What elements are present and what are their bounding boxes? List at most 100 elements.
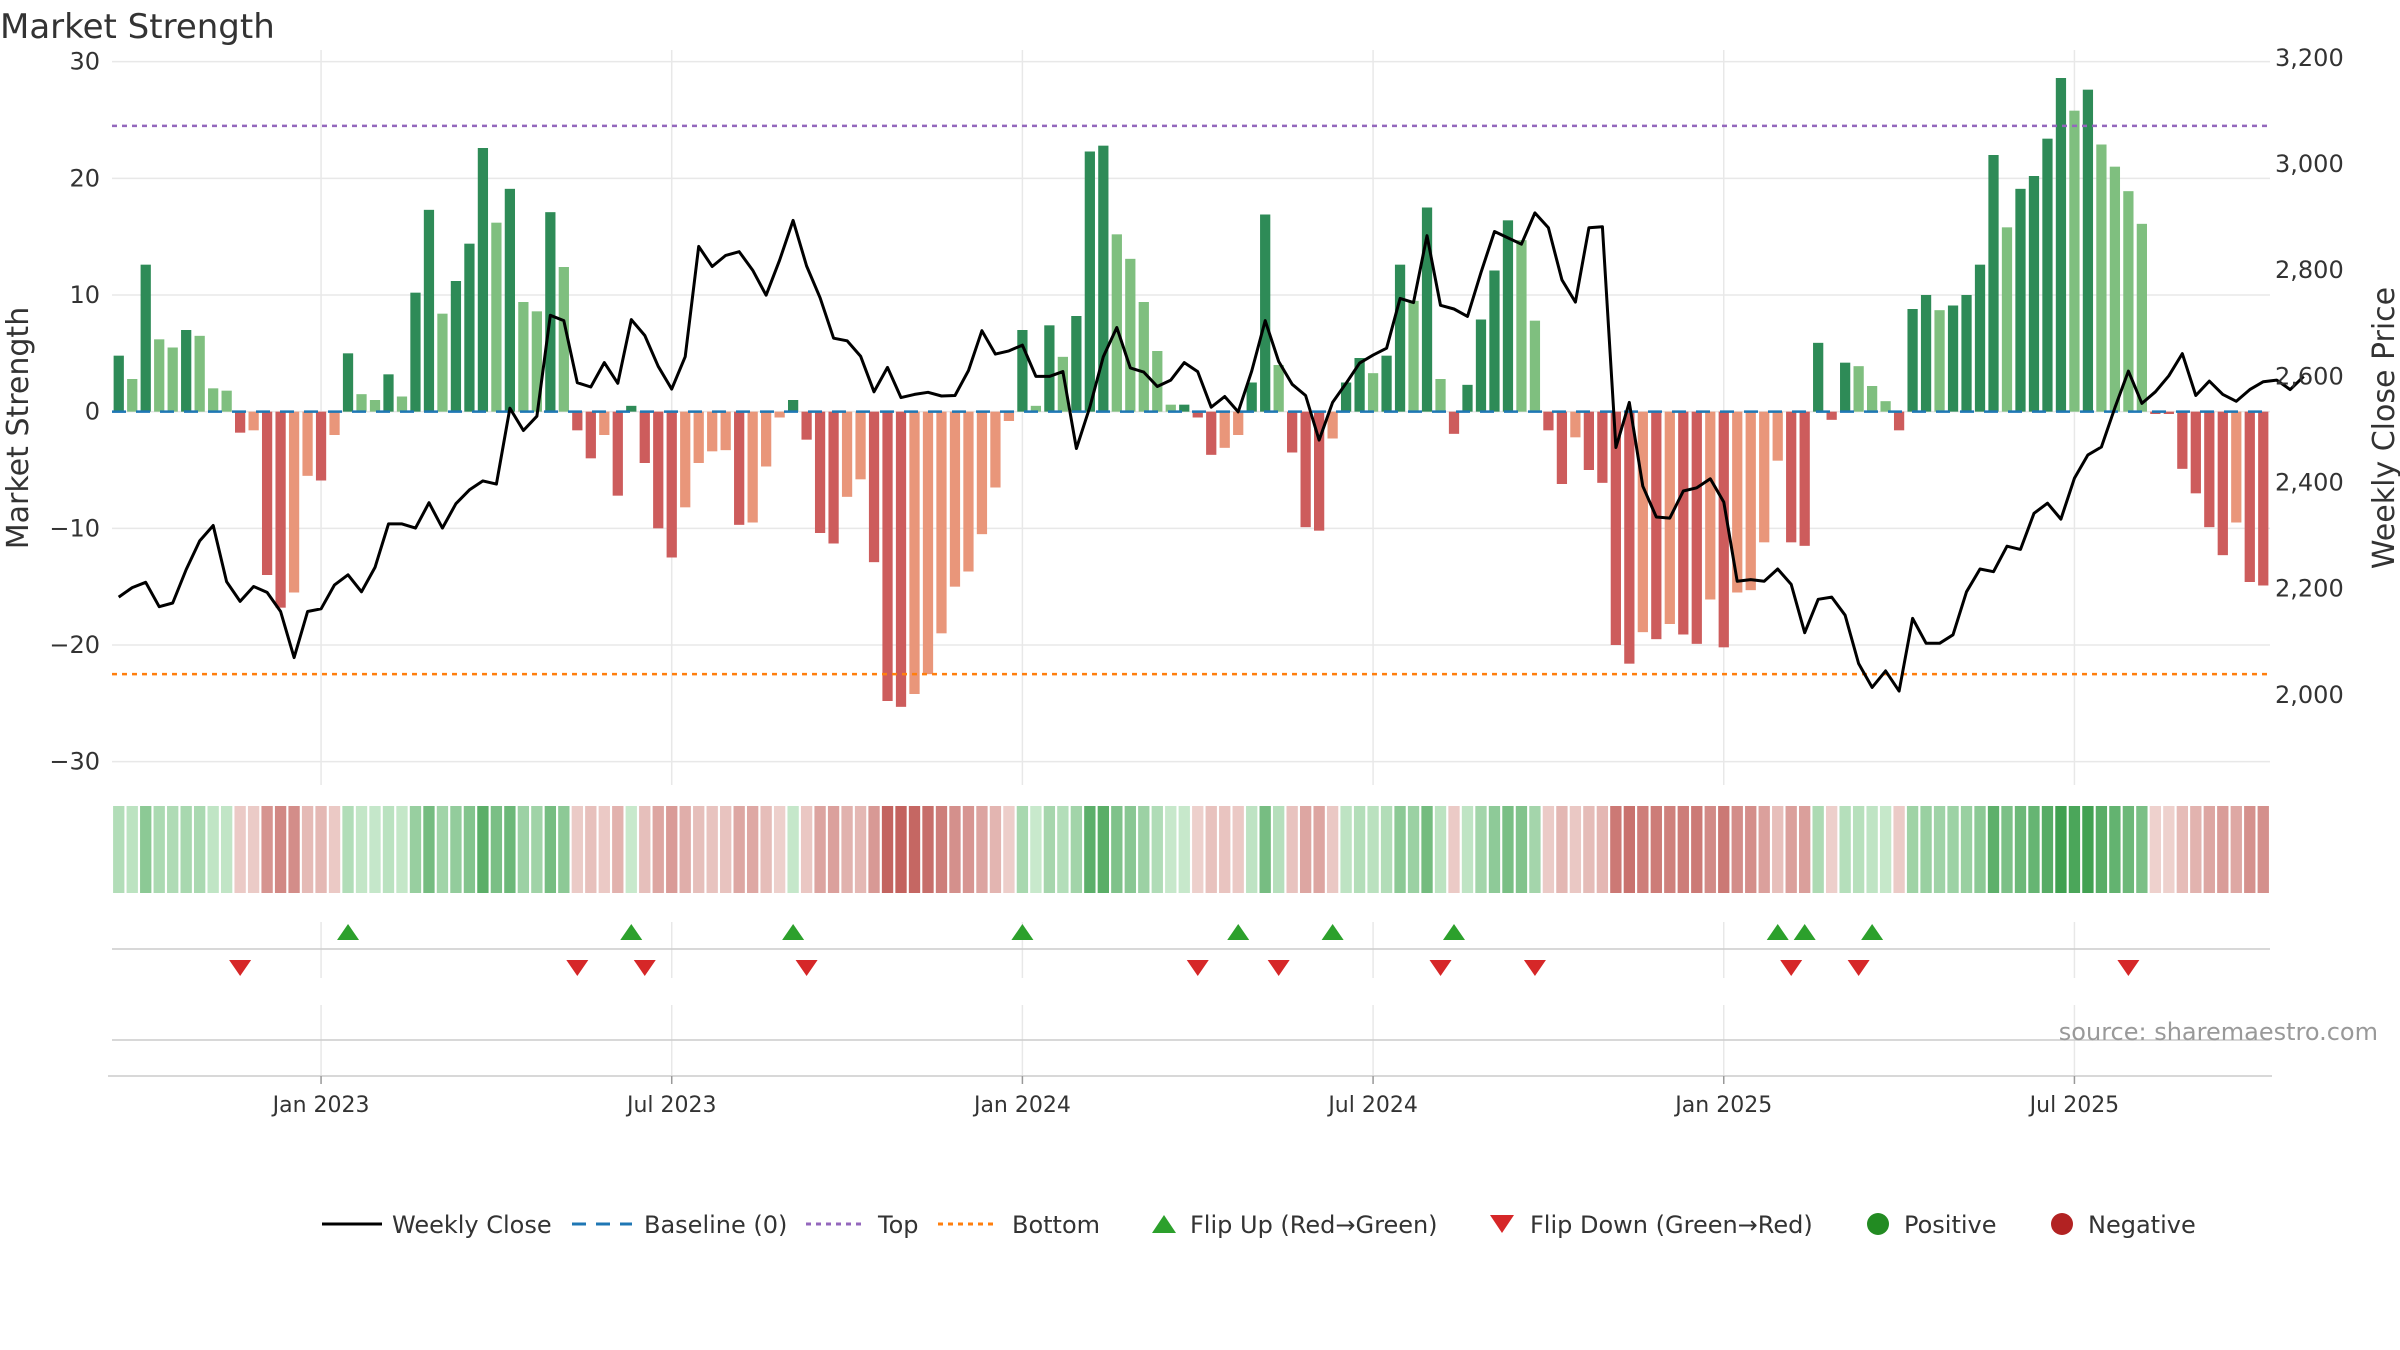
strength-bar (1813, 342, 1824, 412)
strength-bar (1502, 220, 1514, 412)
heat-cell (301, 806, 314, 893)
heat-cell (746, 806, 759, 893)
strength-bar (491, 222, 502, 412)
strength-bar (1799, 411, 1810, 546)
heat-cell (220, 806, 233, 893)
flip-up-marker (337, 924, 360, 940)
strength-bar (181, 330, 192, 412)
strength-bar (814, 411, 826, 533)
flip-down-marker (1847, 960, 1870, 976)
legend-swatch-positive (1867, 1213, 1889, 1235)
heat-cell (167, 806, 179, 893)
strength-bar (1354, 358, 1365, 412)
heat-cell (1367, 806, 1379, 893)
heat-cell (1286, 806, 1298, 893)
flip-up-marker (1227, 924, 1250, 940)
heat-cell (2122, 806, 2135, 893)
flip-down-marker (1267, 960, 1290, 976)
heat-cell (1259, 806, 1271, 893)
heat-cell (113, 806, 125, 893)
y2-tick-label: 3,200 (2275, 44, 2344, 72)
heat-cell (180, 806, 192, 893)
strength-bar (1583, 411, 1595, 470)
strength-bar (1786, 411, 1797, 543)
y-axis-ticks: 30 20 10 0 −10 −20 −30 (49, 48, 100, 776)
legend-label-negative: Negative (2088, 1211, 2196, 1239)
heat-cell (1380, 806, 1393, 893)
strength-bar (235, 411, 246, 433)
strength-bar (1394, 264, 1406, 412)
heat-cell (1097, 806, 1109, 893)
flip-down-marker (1186, 960, 1209, 976)
heat-cell (1502, 806, 1514, 893)
strength-bar (909, 411, 920, 694)
strength-bar (275, 411, 286, 608)
heat-cell (126, 806, 138, 893)
y-tick-label: −20 (49, 631, 100, 659)
legend-item-flip-down: Flip Down (Green→Red) (1490, 1211, 1813, 1239)
heat-cell (1434, 806, 1447, 893)
heat-cell (1421, 806, 1433, 893)
strength-bar (2028, 176, 2040, 412)
strength-bar (1732, 411, 1743, 593)
flip-up-marker (1321, 924, 1344, 940)
heat-cell (922, 806, 934, 893)
heat-cell (1933, 806, 1946, 893)
strength-bar (356, 394, 367, 412)
strength-bar (1759, 411, 1770, 543)
heat-cell (841, 806, 853, 893)
flip-up-marker (1011, 924, 1034, 940)
legend-item-weekly-close: Weekly Close (322, 1211, 552, 1239)
heat-cell (1650, 806, 1662, 893)
x-tick-label: Jul 2023 (625, 1093, 717, 1118)
legend-label-flip-down: Flip Down (Green→Red) (1530, 1211, 1813, 1239)
strength-bar (2136, 223, 2147, 412)
heat-cell (908, 806, 921, 893)
strength-bar (1489, 270, 1500, 412)
heat-cell (679, 806, 691, 893)
strength-bar (1718, 411, 1729, 648)
strength-bar (734, 411, 745, 525)
strength-bar (1880, 401, 1891, 412)
strength-bar (1651, 411, 1662, 640)
heat-cell (463, 806, 476, 893)
y2-tick-label: 2,200 (2275, 575, 2344, 603)
heat-cell (1515, 806, 1528, 893)
heat-cell (868, 806, 880, 893)
heat-cell (1461, 806, 1474, 893)
heat-cell (1637, 806, 1649, 893)
strength-bar (2204, 411, 2215, 528)
y2-tick-label: 2,800 (2275, 256, 2344, 284)
strength-bar (113, 355, 124, 412)
strength-bar (261, 411, 273, 575)
strength-bar (1462, 384, 1473, 412)
strength-bar (2217, 411, 2228, 556)
heat-cell (1542, 806, 1555, 893)
heat-cell (544, 806, 557, 893)
strength-bar (1475, 319, 1487, 412)
heat-cell (1111, 806, 1123, 893)
heat-cell (666, 806, 678, 893)
heat-cell (1906, 806, 1919, 893)
strength-bar (949, 411, 961, 587)
strength-bar (1826, 411, 1837, 420)
heat-cell (1003, 806, 1015, 893)
y2-tick-label: 2,400 (2275, 469, 2344, 497)
heat-cell (315, 806, 327, 893)
heat-cell (1165, 806, 1177, 893)
strength-bar (1340, 382, 1352, 412)
heat-cell (2149, 806, 2162, 893)
heat-cell (382, 806, 395, 893)
strength-bar (1934, 310, 1945, 412)
strength-bar (761, 411, 772, 467)
strength-bar (1597, 411, 1608, 483)
strength-bar (1570, 411, 1581, 438)
heat-cell (2109, 806, 2121, 893)
heat-cell (2176, 806, 2188, 893)
strength-bar (895, 411, 907, 707)
heat-cell (1488, 806, 1501, 893)
heat-cell (706, 806, 718, 893)
heat-cell (854, 806, 867, 893)
strength-bar (787, 400, 799, 412)
